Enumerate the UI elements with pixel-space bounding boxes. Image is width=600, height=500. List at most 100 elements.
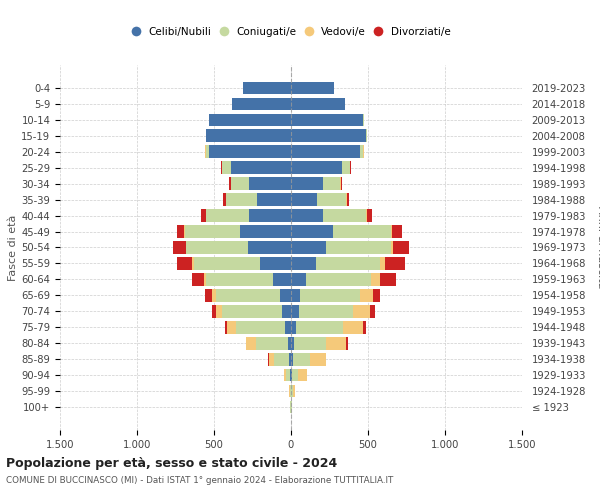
Bar [231, 162, 291, 174]
Bar [236, 321, 285, 334]
Bar [307, 273, 371, 285]
Bar [362, 321, 365, 334]
Bar [231, 178, 250, 190]
Bar [367, 210, 373, 222]
Bar [222, 305, 282, 318]
Bar [300, 289, 360, 302]
Bar [380, 273, 396, 285]
Bar [291, 289, 300, 302]
Bar [380, 257, 385, 270]
Bar [299, 305, 353, 318]
Bar [342, 162, 350, 174]
Bar [293, 385, 295, 398]
Bar [250, 210, 291, 222]
Bar [209, 146, 291, 158]
Bar [292, 369, 298, 382]
Bar [291, 98, 345, 110]
Bar [206, 146, 209, 158]
Bar [206, 273, 272, 285]
Bar [353, 305, 370, 318]
Bar [291, 369, 292, 382]
Bar [293, 353, 310, 366]
Bar [291, 210, 323, 222]
Bar [186, 242, 248, 254]
Bar [245, 337, 247, 349]
Bar [291, 242, 326, 254]
Bar [317, 194, 346, 206]
Bar [280, 289, 291, 302]
Legend: Celibi/Nubili, Coniugati/e, Vedovi/e, Divorziati/e: Celibi/Nubili, Coniugati/e, Vedovi/e, Di… [127, 23, 455, 42]
Bar [291, 130, 367, 142]
Bar [292, 385, 293, 398]
Bar [260, 257, 291, 270]
Bar [291, 162, 342, 174]
Bar [294, 337, 326, 349]
Bar [291, 337, 294, 349]
Bar [394, 242, 409, 254]
Bar [288, 337, 291, 349]
Bar [291, 114, 364, 126]
Bar [227, 321, 236, 334]
Bar [298, 369, 307, 382]
Bar [215, 305, 222, 318]
Bar [385, 257, 405, 270]
Y-axis label: Fasce di età: Fasce di età [8, 214, 19, 280]
Bar [232, 98, 291, 110]
Bar [291, 82, 334, 94]
Bar [206, 210, 250, 222]
Bar [274, 353, 289, 366]
Bar [226, 194, 257, 206]
Bar [291, 194, 317, 206]
Bar [291, 305, 299, 318]
Bar [332, 226, 391, 238]
Bar [240, 226, 291, 238]
Bar [215, 289, 280, 302]
Bar [316, 257, 380, 270]
Bar [290, 369, 291, 382]
Bar [229, 178, 231, 190]
Bar [269, 353, 274, 366]
Bar [291, 178, 323, 190]
Bar [360, 289, 373, 302]
Bar [257, 194, 291, 206]
Bar [392, 226, 403, 238]
Bar [225, 321, 227, 334]
Bar [291, 273, 307, 285]
Bar [185, 242, 186, 254]
Bar [291, 257, 316, 270]
Bar [323, 178, 340, 190]
Bar [212, 289, 215, 302]
Bar [373, 289, 380, 302]
Bar [282, 305, 291, 318]
Bar [209, 114, 291, 126]
Bar [212, 305, 215, 318]
Bar [370, 305, 375, 318]
Bar [223, 194, 226, 206]
Bar [347, 194, 349, 206]
Bar [391, 226, 392, 238]
Bar [205, 289, 212, 302]
Bar [194, 257, 260, 270]
Bar [323, 210, 367, 222]
Bar [243, 82, 291, 94]
Bar [193, 257, 194, 270]
Bar [185, 226, 240, 238]
Bar [326, 242, 391, 254]
Bar [247, 337, 256, 349]
Y-axis label: Anni di nascita: Anni di nascita [596, 206, 600, 289]
Bar [291, 321, 296, 334]
Bar [391, 242, 394, 254]
Bar [204, 273, 206, 285]
Bar [284, 369, 286, 382]
Bar [291, 146, 360, 158]
Bar [326, 337, 346, 349]
Bar [173, 242, 185, 254]
Bar [285, 321, 291, 334]
Bar [222, 162, 231, 174]
Bar [272, 273, 291, 285]
Bar [341, 178, 342, 190]
Bar [289, 353, 291, 366]
Bar [291, 353, 293, 366]
Bar [200, 210, 206, 222]
Bar [291, 226, 332, 238]
